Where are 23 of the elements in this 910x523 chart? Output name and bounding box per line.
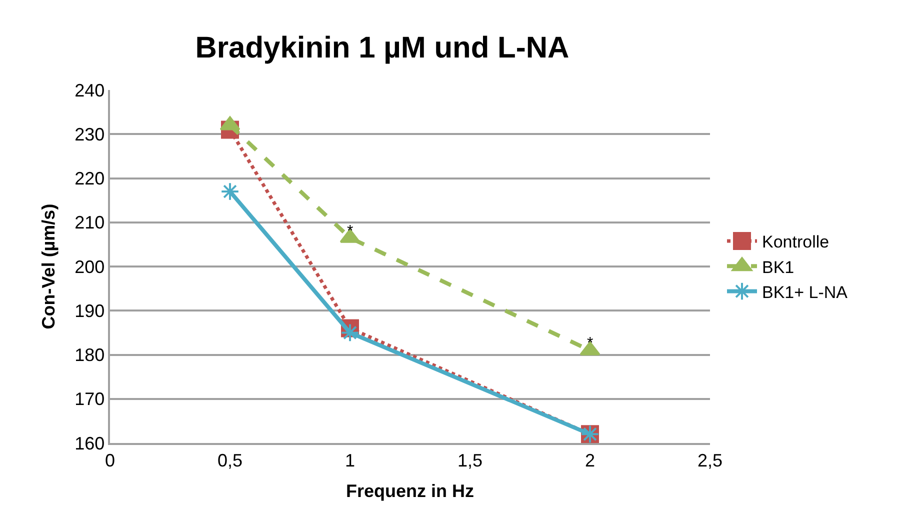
- legend-label: BK1+ L-NA: [762, 282, 848, 302]
- x-tick-label: 0,5: [217, 450, 243, 470]
- y-tick-label: 230: [74, 124, 105, 144]
- y-tick-label: 240: [74, 80, 105, 100]
- x-axis-title: Frequenz in Hz: [346, 480, 474, 501]
- x-tick-label: 1: [344, 450, 356, 470]
- y-tick-label: 170: [74, 389, 105, 410]
- x-tick-label: 0: [104, 450, 116, 470]
- annotation: *: [587, 335, 594, 352]
- y-tick-label: 160: [74, 433, 105, 454]
- y-tick-label: 220: [74, 168, 105, 189]
- legend-label: Kontrolle: [762, 232, 830, 252]
- legend-label: BK1: [762, 258, 794, 277]
- y-axis-title: Con-Vel (µm/s): [38, 204, 58, 330]
- y-tick-label: 190: [74, 300, 105, 321]
- chart-title: Bradykinin 1 µM und L-NA: [195, 32, 570, 65]
- y-tick-label: 180: [74, 345, 105, 366]
- x-tick-label: 2,5: [697, 450, 723, 470]
- x-tick-label: 2: [584, 450, 596, 470]
- annotation: *: [347, 223, 354, 240]
- y-tick-label: 210: [74, 212, 105, 233]
- x-tick-label: 1,5: [457, 450, 483, 470]
- y-tick-label: 200: [74, 256, 105, 277]
